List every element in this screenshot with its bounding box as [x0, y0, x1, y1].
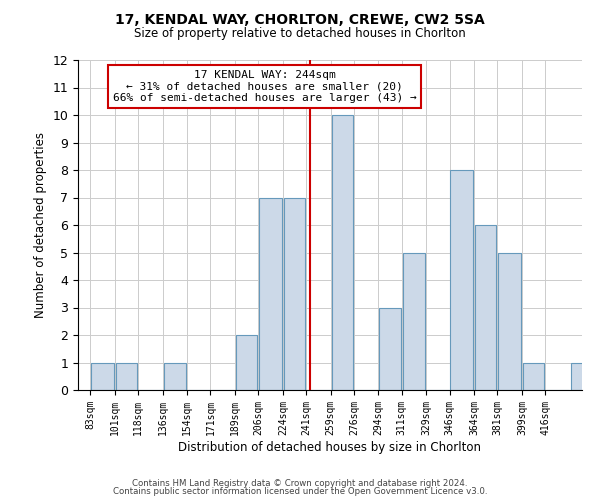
Bar — [236, 335, 257, 390]
Text: Contains HM Land Registry data © Crown copyright and database right 2024.: Contains HM Land Registry data © Crown c… — [132, 478, 468, 488]
Text: 17 KENDAL WAY: 244sqm
← 31% of detached houses are smaller (20)
66% of semi-deta: 17 KENDAL WAY: 244sqm ← 31% of detached … — [113, 70, 416, 103]
Bar — [451, 170, 473, 390]
Text: Size of property relative to detached houses in Chorlton: Size of property relative to detached ho… — [134, 28, 466, 40]
Bar — [332, 115, 353, 390]
Bar — [91, 362, 114, 390]
Bar — [403, 252, 425, 390]
Bar — [259, 198, 282, 390]
X-axis label: Distribution of detached houses by size in Chorlton: Distribution of detached houses by size … — [179, 440, 482, 454]
Bar — [379, 308, 401, 390]
Y-axis label: Number of detached properties: Number of detached properties — [34, 132, 47, 318]
Bar — [523, 362, 544, 390]
Bar — [284, 198, 305, 390]
Bar — [475, 225, 496, 390]
Text: Contains public sector information licensed under the Open Government Licence v3: Contains public sector information licen… — [113, 487, 487, 496]
Text: 17, KENDAL WAY, CHORLTON, CREWE, CW2 5SA: 17, KENDAL WAY, CHORLTON, CREWE, CW2 5SA — [115, 12, 485, 26]
Bar — [499, 252, 521, 390]
Bar — [116, 362, 137, 390]
Bar — [164, 362, 186, 390]
Bar — [571, 362, 593, 390]
